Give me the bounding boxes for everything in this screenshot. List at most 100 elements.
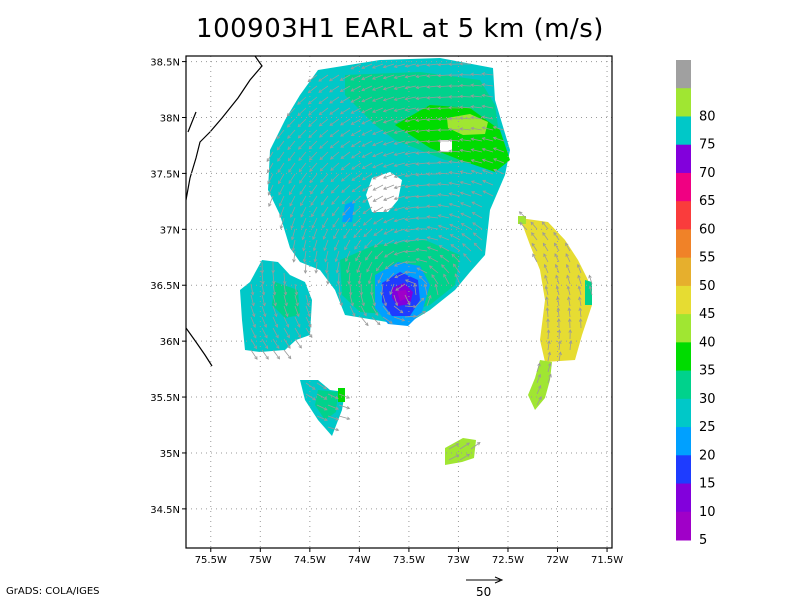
wind-vector-256 (382, 107, 395, 113)
wind-vector-232 (372, 107, 384, 113)
wind-vector-421 (459, 127, 472, 131)
wind-vector-22 (271, 272, 276, 285)
wind-vector-19 (267, 184, 274, 196)
wind-vector-93 (308, 118, 318, 127)
wind-vector-109 (316, 404, 328, 411)
wind-vector-81 (302, 250, 307, 263)
wind-vector-8 (261, 272, 265, 285)
wind-vector-145 (331, 195, 340, 205)
wind-vector-487 (545, 307, 550, 318)
wind-vector-60 (292, 250, 296, 263)
wind-vector-417 (459, 83, 472, 88)
wind-vector-183 (350, 96, 362, 103)
wind-vector-450 (472, 232, 483, 241)
wind-vector-158 (339, 74, 351, 81)
wind-vector-350 (426, 96, 439, 100)
wind-vector-301 (404, 74, 417, 79)
wind-vector-277 (393, 74, 406, 79)
wind-vector-356 (426, 161, 439, 166)
wind-vector-265 (383, 206, 395, 213)
colorbar-label-4: 65 (699, 194, 716, 209)
wind-vector-500 (556, 296, 560, 307)
wind-vector-431 (461, 233, 472, 241)
wind-vector-460 (481, 158, 494, 164)
wind-vector-20 (268, 195, 274, 207)
wind-vector-106 (314, 261, 318, 274)
wind-vector-29 (272, 349, 281, 360)
wind-vector-199 (357, 272, 362, 285)
wind-vector-424 (459, 159, 472, 164)
wind-vector-6 (250, 349, 258, 360)
wind-vector-360 (426, 204, 439, 209)
colorbar-swatch-12 (676, 398, 691, 428)
wind-vector-318 (404, 260, 417, 265)
wind-vector-78 (301, 217, 307, 229)
wind-vector-245 (374, 250, 384, 260)
wind-vector-486 (545, 296, 549, 307)
wind-vector-73 (298, 162, 307, 173)
wind-vector-357 (426, 172, 439, 176)
wind-vector-31 (276, 140, 285, 151)
wind-vector-162 (340, 118, 351, 126)
colorbar-swatch-15 (676, 483, 691, 513)
wind-vector-389 (443, 273, 450, 285)
wind-vector-396 (448, 106, 461, 110)
wind-vector-4 (250, 327, 257, 339)
wind-vector-402 (448, 170, 461, 175)
wind-vector-407 (449, 223, 461, 230)
wind-vector-282 (393, 129, 406, 134)
wind-vector-254 (382, 85, 395, 91)
wind-vector-292 (393, 239, 406, 245)
wind-vector-490 (547, 340, 551, 351)
wind-vector-478 (536, 396, 542, 406)
wind-vector-62 (294, 294, 299, 307)
wind-vector-285 (393, 162, 406, 168)
wind-vector-17 (267, 162, 274, 174)
wind-vector-439 (470, 115, 483, 120)
wind-vector-170 (342, 206, 351, 216)
wind-vector-293 (393, 250, 406, 256)
wind-vector-143 (330, 173, 340, 183)
wind-vector-448 (471, 212, 483, 219)
wind-vector-403 (448, 181, 461, 186)
wind-vector-211 (361, 140, 373, 147)
wind-vector-156 (338, 404, 351, 410)
wind-vector-436 (470, 83, 483, 87)
wind-vector-342 (415, 258, 428, 263)
lon-tick-label-1: 75W (249, 555, 272, 566)
wind-vector-23 (272, 283, 277, 296)
wind-vector-105 (313, 250, 318, 263)
wind-vector-455 (481, 104, 494, 109)
colorbar-label-11: 30 (699, 392, 716, 407)
wind-vector-101 (311, 206, 318, 218)
wind-vector-378 (437, 160, 450, 165)
wind-vectors (250, 62, 593, 461)
wind-vector-251 (382, 316, 393, 324)
wind-vector-111 (318, 74, 329, 82)
wind-vector-324 (415, 63, 428, 68)
wind-vector-451 (473, 242, 483, 252)
wind-vector-322 (415, 297, 425, 307)
wind-vector-511 (567, 296, 571, 307)
wind-vector-438 (470, 105, 483, 109)
wind-vector-313 (404, 206, 417, 211)
wind-vector-203 (360, 316, 369, 327)
wind-vector-85 (305, 316, 312, 328)
wind-vector-397 (448, 116, 461, 121)
wind-vector-444 (470, 169, 483, 175)
wind-vector-410 (451, 253, 461, 263)
wind-vector-180 (350, 63, 362, 70)
wind-vector-57 (290, 217, 296, 230)
wind-vector-137 (329, 107, 340, 115)
wind-vector-198 (356, 261, 362, 274)
wind-vector-315 (404, 228, 417, 232)
colorbar-swatch-6 (676, 229, 691, 259)
wind-vector-195 (353, 228, 362, 239)
wind-vector-188 (351, 151, 362, 159)
wind-vector-13 (261, 327, 268, 339)
wind-vector-123 (321, 206, 329, 217)
wind-vector-337 (415, 205, 428, 210)
wind-vector-70 (297, 129, 307, 139)
wind-vector-343 (416, 267, 428, 274)
